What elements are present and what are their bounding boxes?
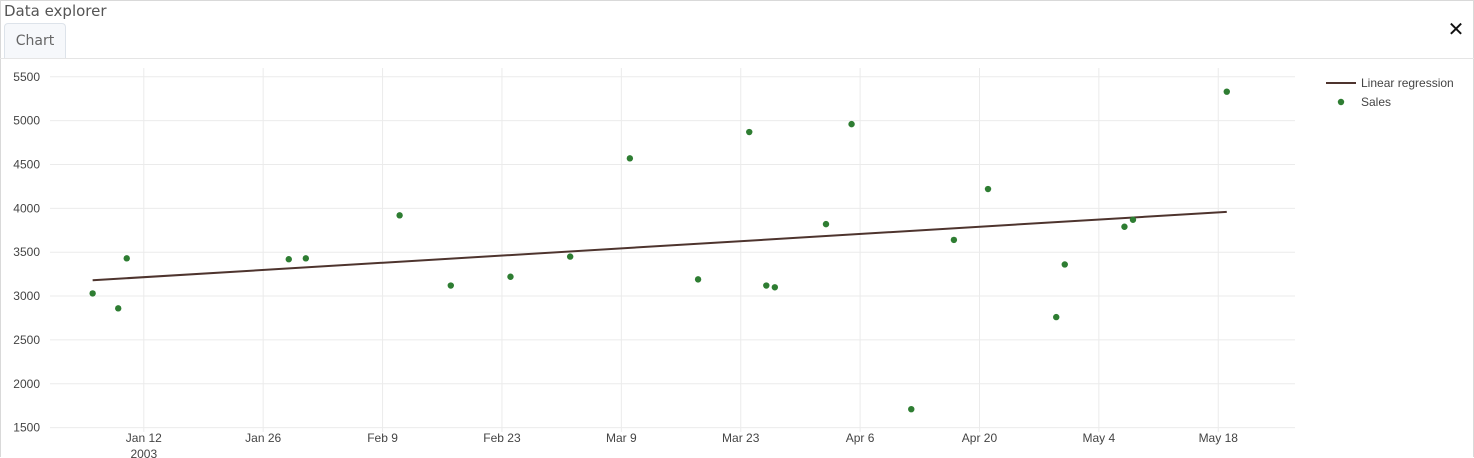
legend-label-regression: Linear regression	[1361, 76, 1454, 90]
x-tick-label: Mar 9	[606, 431, 637, 445]
sales-point	[507, 273, 514, 280]
sales-point	[1053, 313, 1060, 321]
tab-divider	[0, 58, 1474, 59]
sales-point	[285, 256, 292, 263]
sales-point	[1223, 88, 1230, 95]
legend-label-sales: Sales	[1361, 95, 1391, 109]
sales-point	[848, 120, 855, 128]
y-tick-label: 5500	[13, 70, 40, 84]
close-icon[interactable]: ✕	[1447, 19, 1465, 41]
x-tick-label: Mar 23	[722, 431, 760, 445]
sales-point	[771, 284, 779, 291]
y-tick-label: 4000	[13, 201, 40, 215]
x-tick-label: Apr 20	[962, 431, 998, 445]
y-tick-label: 2500	[13, 333, 40, 347]
sales-point	[984, 185, 992, 193]
sales-point	[1061, 261, 1068, 268]
x-tick-label: May 18	[1199, 431, 1239, 445]
sales-point	[950, 236, 958, 244]
sales-point	[566, 253, 574, 260]
sales-point	[763, 282, 770, 289]
sales-point	[822, 220, 830, 228]
y-tick-label: 4500	[13, 157, 40, 171]
sales-point	[746, 128, 753, 136]
panel-title: Data explorer	[4, 2, 107, 20]
y-tick-label: 3500	[13, 245, 40, 259]
x-tick-label: May 4	[1083, 431, 1116, 445]
sales-point	[302, 255, 310, 262]
x-tick-label: Apr 6	[846, 431, 875, 445]
legend-marker-swatch	[1337, 98, 1345, 106]
sales-point	[626, 155, 634, 162]
sales-point	[1121, 223, 1128, 230]
y-tick-label: 3000	[13, 289, 40, 303]
sales-point	[447, 282, 454, 289]
tab-chart-label: Chart	[15, 33, 55, 49]
sales-point	[115, 305, 122, 312]
sales-point	[1129, 216, 1137, 223]
tab-chart[interactable]: Chart	[4, 23, 66, 58]
y-tick-label: 1500	[13, 421, 40, 435]
y-tick-label: 5000	[13, 114, 40, 128]
sales-point	[694, 276, 702, 283]
x-year-label: 2003	[130, 447, 157, 458]
sales-point	[908, 405, 915, 413]
sales-point	[396, 212, 403, 219]
x-tick-label: Feb 9	[367, 431, 398, 445]
regression-line	[92, 210, 1227, 282]
sales-point	[123, 255, 130, 262]
y-tick-label: 2000	[13, 377, 40, 391]
x-tick-label: Jan 12	[126, 431, 162, 445]
sales-point	[89, 290, 96, 297]
x-tick-label: Jan 26	[245, 431, 281, 445]
x-tick-label: Feb 23	[483, 431, 521, 445]
